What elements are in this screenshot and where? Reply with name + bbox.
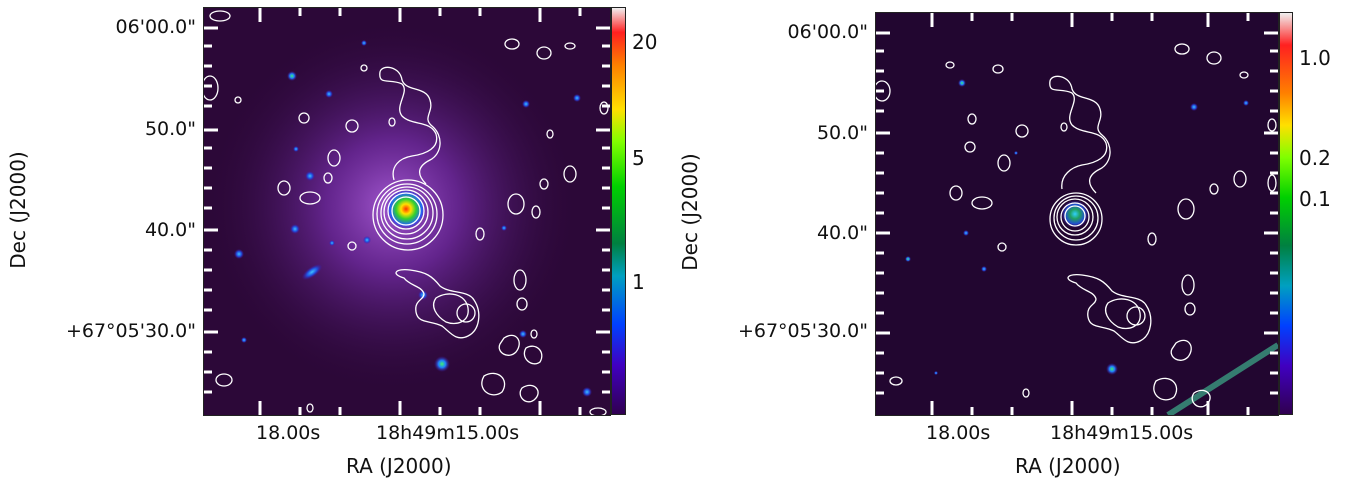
right-ticks [876, 13, 1278, 415]
left-colorbar [611, 7, 626, 415]
left-dec-tick-3: +67°05'30.0" [65, 320, 196, 342]
left-ra-tick-0: 18.00s [256, 422, 321, 444]
right-panel: 1.0 0.2 0.1 06'00.0" 50.0" 40.0" +67°05'… [674, 0, 1348, 480]
right-ra-tick-1: 18h49m15.00s [1050, 422, 1194, 444]
left-dec-tick-2: 40.0" [144, 219, 196, 241]
left-colorbar-label-20: 20 [632, 30, 658, 54]
right-dec-tick-2: 40.0" [816, 222, 868, 244]
left-colorbar-label-1: 1 [632, 270, 645, 294]
left-dec-tick-1: 50.0" [144, 118, 196, 140]
left-ra-tick-1: 18h49m15.00s [376, 422, 520, 444]
right-core [1061, 200, 1089, 228]
right-colorbar [1279, 12, 1293, 415]
right-image [875, 12, 1279, 416]
left-contours [204, 10, 609, 415]
right-colorbar-label-0-2: 0.2 [1299, 146, 1331, 170]
right-xlabel: RA (J2000) [1015, 454, 1121, 478]
left-ylabel: Dec (J2000) [6, 151, 30, 269]
left-panel: 20 5 1 06'00.0" 50.0" 40.0" +67°05'30.0"… [6, 7, 658, 478]
right-dec-tick-1: 50.0" [816, 122, 868, 144]
left-sources [234, 40, 592, 397]
right-colorbar-label-0-1: 0.1 [1299, 187, 1331, 211]
left-core [386, 189, 426, 229]
right-contours [876, 43, 1277, 408]
left-ticks [204, 8, 610, 415]
left-image [203, 7, 611, 416]
left-colorbar-label-5: 5 [632, 146, 645, 170]
right-image-svg [876, 13, 1278, 415]
right-trail [1166, 342, 1278, 415]
right-ylabel: Dec (J2000) [678, 153, 702, 271]
left-dec-tick-0: 06'00.0" [115, 16, 196, 38]
right-colorbar-label-1-0: 1.0 [1299, 46, 1331, 70]
right-dec-tick-3: +67°05'30.0" [737, 320, 868, 342]
left-image-svg [204, 8, 610, 415]
right-ra-tick-0: 18.00s [926, 422, 991, 444]
right-dec-tick-0: 06'00.0" [787, 21, 868, 43]
left-xlabel: RA (J2000) [346, 454, 452, 478]
right-sources [905, 79, 1249, 375]
